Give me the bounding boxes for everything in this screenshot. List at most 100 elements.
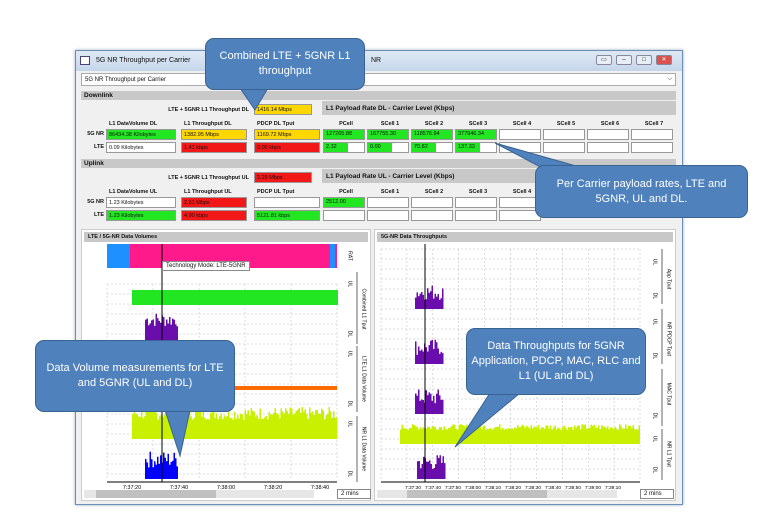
nr-l1-ul-bar — [517, 425, 519, 444]
nr-dl-bar — [146, 462, 148, 479]
throughput-bar — [439, 455, 441, 479]
nr-ul-bar — [163, 414, 165, 439]
nr-l1-ul-bar — [470, 426, 472, 444]
row-label: 5G NR — [87, 131, 104, 137]
nr-ul-bar — [205, 419, 207, 439]
carrier-column-header: SCell 5 — [556, 121, 576, 127]
combined-ul-bar — [157, 318, 159, 342]
nr-ul-bar — [310, 412, 312, 439]
nr-dl-bar — [160, 455, 162, 479]
nr-ul-bar — [168, 416, 170, 439]
close-button[interactable]: ✕ — [656, 55, 672, 65]
zoom-select[interactable]: 2 mins — [640, 489, 674, 499]
x-tick-label: 7:38:40 — [311, 485, 329, 489]
nr-l1-ul-bar — [449, 427, 451, 444]
nr-l1-ul-bar — [611, 427, 613, 444]
nr-ul-bar — [162, 417, 164, 439]
tooltip: Technology Mode: LTE-5GNR — [162, 261, 250, 271]
nr-ul-bar — [165, 411, 167, 439]
nr-l1-ul-bar — [442, 429, 444, 444]
throughput-bar — [427, 351, 429, 364]
carrier-value: 2.32 — [324, 143, 348, 152]
axis-label: DL — [652, 293, 658, 300]
axis-label: Combined L1 Tput — [361, 288, 367, 330]
carrier-field — [499, 129, 541, 140]
nr-l1-ul-bar — [443, 426, 445, 444]
maximize-button[interactable]: □ — [636, 55, 652, 65]
nr-l1-ul-bar — [434, 427, 436, 444]
nr-ul-bar — [222, 418, 224, 439]
zoom-select[interactable]: 2 mins — [337, 489, 371, 499]
nr-ul-bar — [265, 415, 267, 439]
nr-ul-bar — [208, 419, 210, 439]
axis-label: UL — [347, 421, 353, 428]
column-header: PDCP UL Tput — [257, 189, 295, 195]
panel-title: LTE / 5G-NR Data Volumes — [84, 232, 368, 242]
combined-ul-bar — [170, 324, 172, 342]
carrier-field — [367, 210, 409, 221]
throughput-bar — [430, 393, 432, 414]
nr-ul-bar — [256, 415, 258, 439]
throughput-bar — [442, 399, 444, 414]
nr-ul-bar — [253, 411, 255, 439]
nr-l1-ul-bar — [580, 429, 582, 444]
nr-ul-bar — [150, 407, 152, 439]
axis-label: UL — [652, 259, 658, 266]
nr-l1-ul-bar — [497, 426, 499, 444]
value-field: 0.09 Kilobytes — [106, 142, 176, 153]
nr-ul-bar — [201, 416, 203, 439]
nr-ul-bar — [264, 417, 266, 439]
nr-l1-ul-bar — [601, 425, 603, 444]
callout-tail — [164, 409, 191, 458]
carrier-field: 2512.00 — [323, 197, 365, 208]
nr-ul-bar — [306, 414, 308, 439]
horizontal-scrollbar[interactable] — [377, 490, 617, 498]
nr-l1-ul-bar — [415, 426, 417, 444]
nr-ul-bar — [274, 408, 276, 439]
carrier-value: 137.33 — [456, 143, 480, 152]
throughput-bar — [419, 400, 421, 414]
throughput-bar — [419, 293, 421, 309]
nr-l1-ul-bar — [533, 426, 535, 444]
nr-l1-ul-bar — [476, 428, 478, 444]
x-tick-label: 7:39:00 — [585, 485, 601, 489]
throughput-bar — [433, 395, 435, 414]
nr-l1-ul-bar — [542, 427, 544, 444]
axis-label: MAC Tput — [666, 383, 672, 406]
throughput-bar — [430, 291, 432, 309]
horizontal-scrollbar[interactable] — [84, 490, 314, 498]
nr-ul-bar — [226, 416, 228, 439]
nr-ul-bar — [147, 408, 149, 439]
nr-l1-ul-bar — [439, 427, 441, 444]
nr-dl-bar — [151, 459, 153, 479]
carrier-column-header: SCell 2 — [424, 121, 444, 127]
nr-l1-ul-bar — [485, 429, 487, 444]
nr-ul-bar — [321, 408, 323, 439]
nr-ul-bar — [219, 416, 221, 439]
throughput-bar — [418, 389, 420, 414]
nr-dl-bar — [145, 458, 147, 479]
nr-l1-ul-bar — [508, 428, 510, 444]
nr-l1-ul-bar — [596, 427, 598, 444]
nr-l1-ul-bar — [637, 429, 639, 444]
nr-l1-ul-bar — [500, 429, 502, 444]
combined-ul-bar — [173, 319, 175, 342]
axis-label: DL — [652, 413, 658, 420]
combined-ul-bar — [164, 325, 166, 342]
nr-ul-bar — [136, 414, 138, 439]
nr-l1-ul-bar — [431, 426, 433, 444]
nr-ul-bar — [196, 410, 198, 439]
restore-icon[interactable]: ▭ — [596, 55, 612, 65]
nr-ul-bar — [313, 414, 315, 439]
nr-l1-ul-bar — [535, 427, 537, 444]
throughput-bar — [426, 461, 428, 479]
throughput-bar — [442, 353, 444, 364]
nr-ul-bar — [255, 416, 257, 439]
minimize-button[interactable]: – — [616, 55, 632, 65]
nr-ul-bar — [312, 411, 314, 439]
throughput-bar — [421, 349, 423, 364]
nr-l1-ul-bar — [623, 428, 625, 444]
nr-ul-bar — [186, 418, 188, 439]
carrier-column-header: PCell — [339, 189, 353, 195]
